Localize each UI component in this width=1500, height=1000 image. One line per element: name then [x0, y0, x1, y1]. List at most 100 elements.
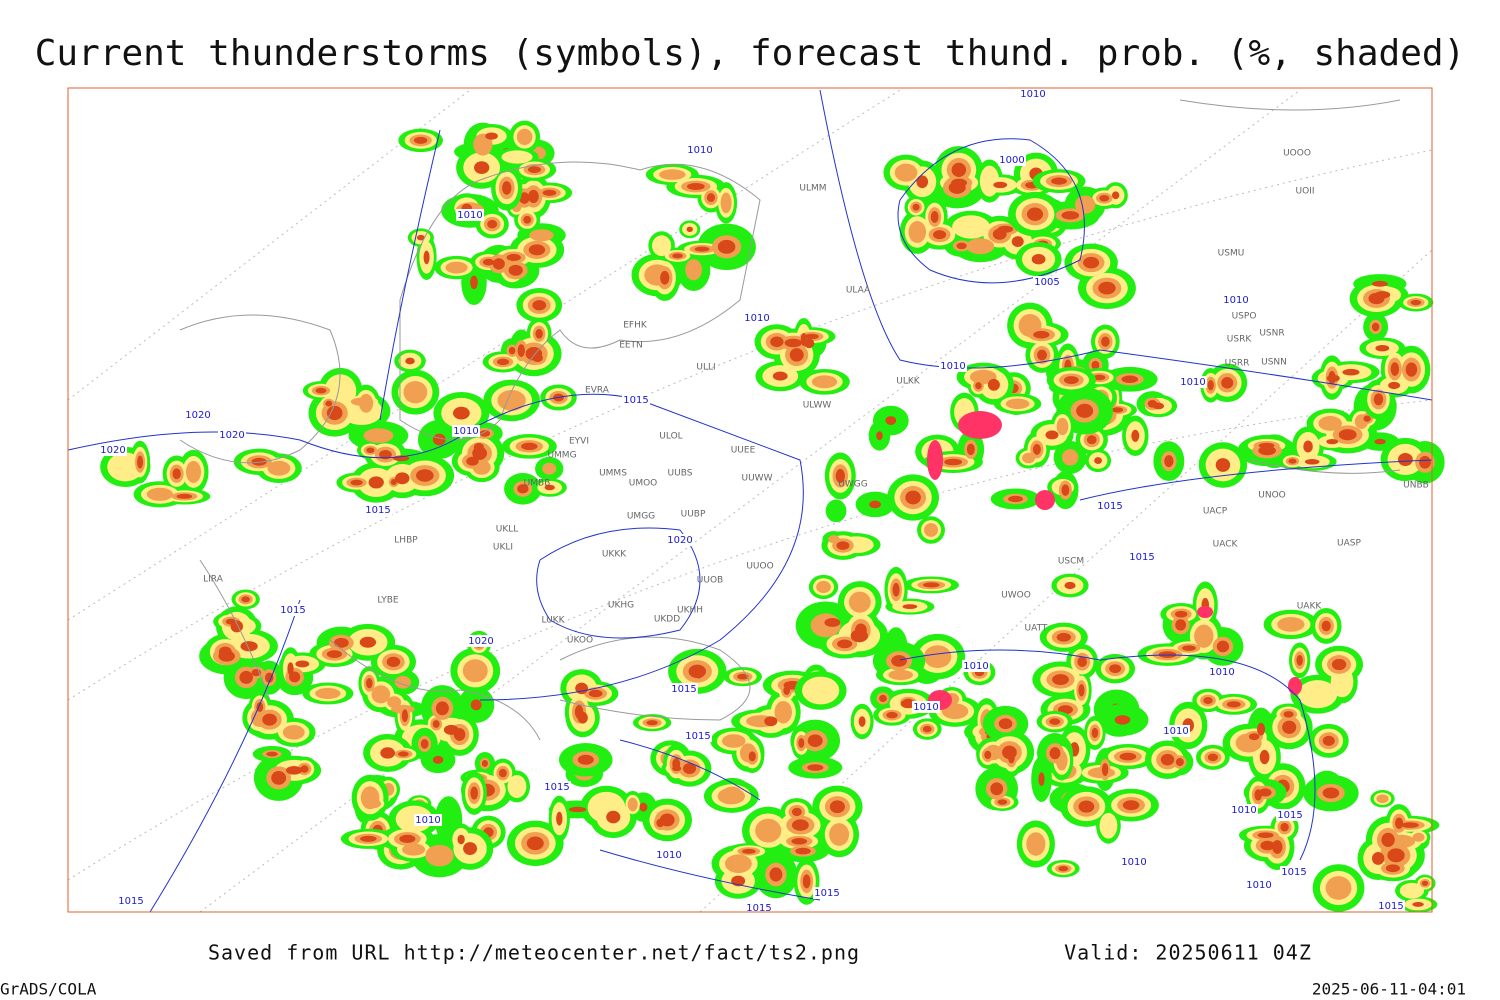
shading-blob	[517, 484, 529, 494]
shading-blob	[1421, 880, 1429, 886]
shading-blob	[1174, 610, 1188, 618]
grid-line	[199, 89, 1301, 913]
shading-blob	[885, 416, 897, 425]
shading-blob	[902, 604, 918, 610]
shading-blob	[1063, 376, 1079, 384]
shading-blob	[423, 250, 430, 265]
shading-blob	[1056, 417, 1069, 436]
shading-blob	[1175, 619, 1187, 631]
shading-blob	[366, 678, 373, 689]
shading-blob	[993, 181, 1008, 189]
shading-blob	[1061, 449, 1079, 466]
station-code: USNR	[1259, 329, 1284, 339]
shading-blob	[402, 843, 426, 856]
isobar-label-bg	[1208, 666, 1236, 678]
shading-blob	[1388, 381, 1401, 390]
software: GrADS/COLA	[0, 980, 97, 999]
shading-blob	[1026, 832, 1046, 856]
shading-blob	[137, 455, 144, 469]
shading-blob	[315, 687, 341, 699]
shading-blob	[535, 328, 543, 339]
shading-blob	[1395, 817, 1404, 829]
shading-blob	[172, 468, 181, 480]
shading-blob	[360, 786, 380, 810]
shading-blob	[755, 818, 782, 843]
shading-blob	[1387, 848, 1405, 863]
shading-blob	[1258, 445, 1276, 456]
isobar	[536, 527, 701, 639]
shading-blob	[836, 541, 850, 550]
isobar	[899, 459, 1433, 861]
storm-symbol	[1288, 677, 1302, 695]
shading-blob	[1093, 374, 1106, 381]
isobar-label: 1015	[1129, 552, 1154, 563]
shading-blob	[1033, 330, 1050, 339]
shading-blob	[1338, 429, 1357, 441]
shading-blob	[825, 499, 847, 523]
shading-blob	[984, 750, 992, 760]
shading-blob	[1061, 211, 1080, 220]
shading-blob	[1099, 812, 1118, 839]
station-code: LIRA	[203, 575, 224, 585]
station-code: UKHG	[608, 601, 634, 611]
isobar-label: 1010	[963, 661, 988, 672]
station-code: UKOO	[567, 636, 593, 646]
shading-blob	[879, 694, 887, 703]
isobar-label: 1015	[1097, 501, 1122, 512]
shading-blob	[1008, 495, 1023, 503]
isobar-label: 1020	[468, 636, 493, 647]
shading-blob	[485, 132, 498, 140]
shading-blob	[502, 181, 512, 195]
shading-blob	[1022, 452, 1036, 464]
shading-blob	[737, 673, 749, 680]
shading-blob	[966, 238, 995, 255]
shading-blob	[1258, 788, 1272, 797]
shading-blob	[416, 234, 425, 241]
shading-blob	[966, 443, 975, 456]
shading-blob	[1221, 377, 1234, 389]
shading-blob	[646, 720, 658, 726]
shading-blob	[435, 701, 449, 716]
shading-blob	[1248, 733, 1260, 741]
isobar-label-bg	[813, 887, 841, 899]
station-code: UMOO	[629, 479, 658, 489]
grid-line	[67, 399, 1433, 881]
isobar-label: 1015	[1378, 901, 1403, 912]
isobar	[897, 138, 1085, 284]
isobar-label-bg	[543, 781, 571, 793]
shading-blob	[975, 382, 982, 390]
shading-blob	[1101, 336, 1110, 347]
shading-blob	[1005, 398, 1030, 409]
coastlines	[179, 99, 1401, 741]
shading-blob	[285, 765, 303, 775]
shading-blob	[492, 258, 505, 270]
isobar-label-bg	[962, 660, 990, 672]
isobar-label-bg	[1245, 879, 1273, 891]
shading-blob	[1226, 701, 1241, 708]
shading-blob	[660, 270, 670, 285]
shading-blob	[386, 656, 401, 667]
shading-blob	[824, 618, 841, 627]
isobar	[379, 89, 1433, 421]
shading-blob	[1296, 654, 1303, 666]
station-code: ULOL	[659, 432, 682, 442]
shading-blob	[807, 764, 824, 771]
isobar-label: 1010	[940, 361, 965, 372]
shading-blob	[724, 854, 752, 874]
isobar-label-bg	[666, 534, 694, 546]
source-url: Saved from URL http://meteocenter.net/fa…	[208, 941, 860, 965]
isobar-label: 1015	[280, 605, 305, 616]
shading-blob	[791, 819, 809, 831]
shading-blob	[795, 847, 811, 855]
shading-blob	[1215, 458, 1231, 472]
shading-blob	[326, 405, 343, 421]
shading-blob	[1038, 772, 1045, 786]
shading-blob	[241, 596, 250, 603]
shading-blob	[941, 703, 969, 720]
shading-blob	[1111, 407, 1124, 413]
isobar-label-bg	[670, 683, 698, 695]
shading-blob	[146, 487, 173, 501]
shading-blob	[256, 702, 264, 713]
station-code: EETN	[619, 341, 643, 351]
storm-symbol	[958, 411, 1002, 439]
